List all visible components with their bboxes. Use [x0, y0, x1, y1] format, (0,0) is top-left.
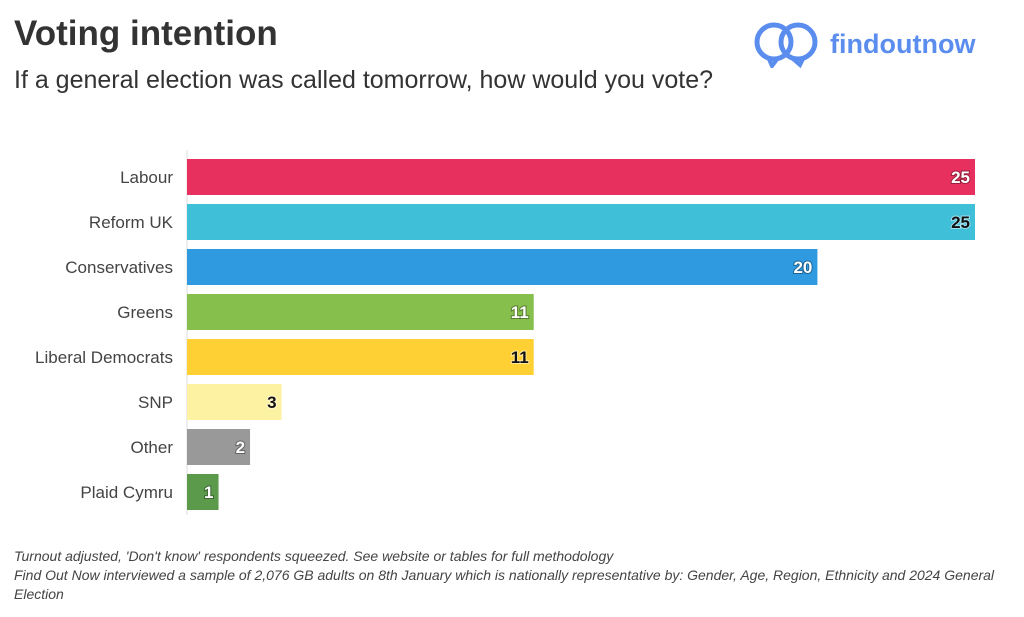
value-label: 2	[236, 438, 245, 457]
category-label: Reform UK	[89, 213, 174, 232]
footnote-methodology: Turnout adjusted, 'Don't know' responden…	[14, 548, 614, 564]
findoutnow-logo: findoutnow	[752, 20, 975, 68]
logo-text: findoutnow	[830, 28, 976, 59]
chart-title: Voting intention	[14, 14, 278, 53]
category-label: Greens	[117, 303, 173, 322]
value-label: 25	[951, 213, 970, 232]
category-label: Conservatives	[65, 258, 173, 277]
footnotes: Turnout adjusted, 'Don't know' responden…	[14, 547, 1014, 604]
category-label: Liberal Democrats	[35, 348, 173, 367]
category-label: SNP	[138, 393, 173, 412]
bar	[187, 249, 818, 285]
bar	[187, 294, 534, 330]
value-label: 1	[204, 483, 213, 502]
speech-bubbles-icon	[754, 22, 818, 68]
value-label: 20	[793, 258, 812, 277]
bar	[187, 159, 975, 195]
category-label: Plaid Cymru	[80, 483, 173, 502]
footnote-sample: Find Out Now interviewed a sample of 2,0…	[14, 567, 995, 602]
value-label: 11	[511, 303, 529, 322]
bar-chart: Labour 25 Reform UK 25 Conservatives 20 Greens…	[35, 150, 975, 515]
value-label: 3	[267, 393, 276, 412]
chart-subtitle: If a general election was called tomorro…	[14, 66, 713, 94]
bar	[187, 339, 534, 375]
bar	[187, 204, 975, 240]
category-label: Other	[130, 438, 173, 457]
category-label: Labour	[120, 168, 173, 187]
bar	[187, 429, 251, 465]
bar	[187, 474, 219, 510]
value-label: 25	[951, 168, 970, 187]
value-label: 11	[511, 348, 529, 367]
bar	[187, 384, 282, 420]
